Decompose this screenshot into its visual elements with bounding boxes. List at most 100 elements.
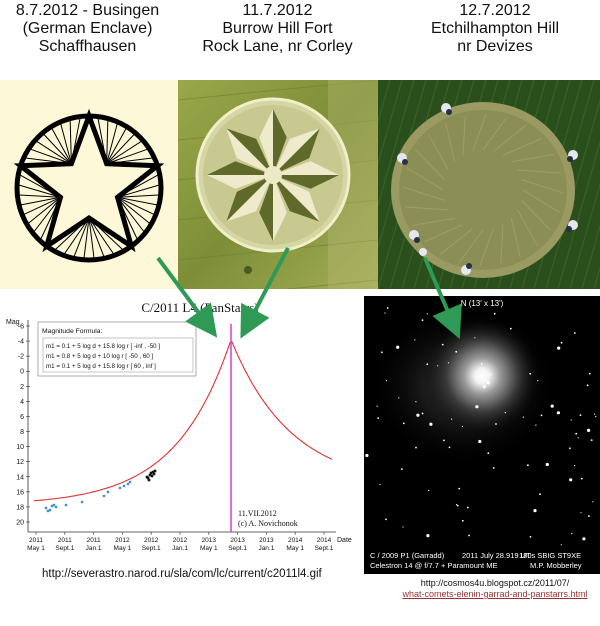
hatch-line xyxy=(50,126,72,164)
star xyxy=(451,418,453,420)
comet-source-url-line2[interactable]: what-comets-elenin-garrad-and-panstarrs.… xyxy=(402,589,588,599)
x-tick-month: Sept.1 xyxy=(228,545,247,552)
hatch-line xyxy=(106,132,136,165)
star xyxy=(586,384,589,387)
y-tick-label: 18 xyxy=(16,504,24,511)
x-tick-month: Sept.1 xyxy=(315,545,334,552)
star xyxy=(376,405,378,407)
formula-line: m1 = 0.8 + 5 log d + 10 log r [ -50 , 60… xyxy=(46,353,153,360)
star xyxy=(446,326,449,328)
observation-point xyxy=(48,508,52,512)
star xyxy=(575,432,578,435)
star xyxy=(486,381,490,385)
star xyxy=(482,385,486,389)
comet-source-url-line1[interactable]: http://cosmos4u.blogspot.cz/2011/07/ xyxy=(420,578,570,588)
garradd-comet-photo: N (13' x 13') C / 2009 P1 (Garradd) Cele… xyxy=(364,296,600,574)
star xyxy=(539,493,541,496)
hatch-line xyxy=(83,217,90,260)
star xyxy=(384,312,386,314)
x-tick-month: Sept.1 xyxy=(55,545,74,552)
star xyxy=(377,417,380,419)
etchilhampton-crop-circle-photo xyxy=(378,80,600,289)
star xyxy=(448,446,451,449)
y-tick-label: 12 xyxy=(16,459,24,466)
x-tick-month: Jan.1 xyxy=(86,545,102,552)
star xyxy=(529,372,532,375)
star xyxy=(416,413,420,417)
star xyxy=(487,452,490,455)
observation-point xyxy=(147,478,151,482)
hatch-line xyxy=(22,196,61,216)
star xyxy=(455,504,458,506)
star xyxy=(455,350,458,353)
observation-point xyxy=(50,504,54,508)
hatch-line xyxy=(106,118,109,164)
star xyxy=(426,313,428,315)
star xyxy=(428,489,430,492)
exposure-label: 180s SBIG ST9XE xyxy=(519,551,582,560)
star xyxy=(509,327,512,330)
hatch-line xyxy=(117,196,152,225)
star xyxy=(540,414,543,417)
star xyxy=(579,414,582,416)
star xyxy=(522,416,524,418)
hatch-line xyxy=(117,196,146,234)
observation-point xyxy=(64,503,68,507)
star xyxy=(489,373,492,376)
chart-source-url[interactable]: http://severastro.narod.ru/sla/com/lc/cu… xyxy=(42,568,322,580)
y-tick-label: 4 xyxy=(20,399,24,406)
star xyxy=(402,526,404,528)
star xyxy=(468,534,470,537)
hatch-line xyxy=(28,148,72,165)
caption-etchilhampton: 12.7.2012 Etchilhampton Hill nr Devizes xyxy=(390,2,600,56)
x-tick-month: Jan.1 xyxy=(258,545,274,552)
star xyxy=(588,515,590,517)
star xyxy=(385,380,388,382)
x-tick-year: 2013 xyxy=(230,537,245,544)
star xyxy=(580,512,582,514)
y-axis-label: Mag xyxy=(6,319,20,326)
caption-line: Rock Lane, nr Corley xyxy=(202,38,353,55)
star xyxy=(557,346,561,350)
observation-point xyxy=(149,471,153,475)
observation-point xyxy=(151,470,155,474)
x-tick-year: 2011 xyxy=(87,537,101,544)
star xyxy=(550,404,554,408)
star xyxy=(556,411,560,415)
crop-spoke-light xyxy=(207,175,273,189)
star xyxy=(537,380,539,382)
star xyxy=(545,462,549,467)
observation-point xyxy=(118,486,122,490)
crop-spoke-dark xyxy=(273,175,339,189)
hatch-line xyxy=(117,194,161,198)
star xyxy=(577,437,579,439)
x-tick-year: 2013 xyxy=(259,537,274,544)
star xyxy=(535,424,537,426)
star xyxy=(414,339,416,341)
crop-spoke-dark xyxy=(259,175,273,241)
star xyxy=(475,405,479,409)
x-tick-year: 2011 xyxy=(58,537,72,544)
x-tick-month: May 1 xyxy=(114,545,132,552)
star xyxy=(421,412,424,415)
caption-line: (German Enclave) xyxy=(22,20,153,37)
hatch-line xyxy=(69,118,72,164)
caption-line: Burrow Hill Fort xyxy=(222,20,333,37)
star xyxy=(456,504,459,507)
hatch-line xyxy=(26,196,61,225)
star xyxy=(396,345,400,349)
observation-point xyxy=(126,482,130,486)
observation-point xyxy=(102,494,106,498)
star xyxy=(478,439,482,444)
crop-spoke-light xyxy=(273,175,320,222)
x-tick-month: Jan.1 xyxy=(172,545,188,552)
star xyxy=(458,487,461,490)
observation-point xyxy=(152,472,156,476)
crop-spoke-light xyxy=(273,161,339,175)
x-tick-year: 2014 xyxy=(317,537,332,544)
panstarrs-light-curve-chart: C/2011 L4 (PanStarrs) Mag Date -6 -4 -2 0 2 4… xyxy=(0,290,362,552)
hatch-line xyxy=(117,196,156,216)
y-tick-label: 0 xyxy=(20,369,24,376)
y-tick-label: 10 xyxy=(16,444,24,451)
star xyxy=(415,401,417,403)
